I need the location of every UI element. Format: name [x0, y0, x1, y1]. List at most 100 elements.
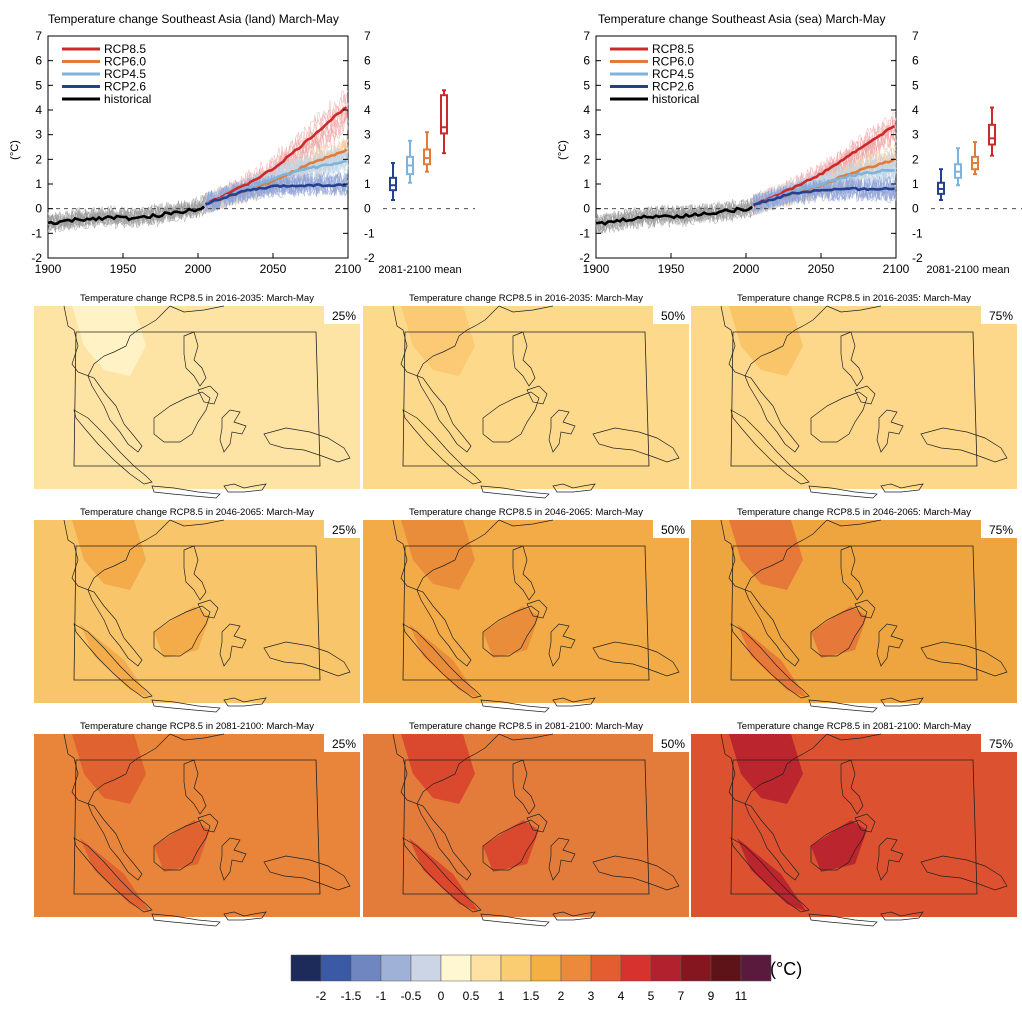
sea-y-tick-label-right: 7: [912, 29, 919, 43]
map-coastline: [197, 385, 219, 405]
colorbar-swatch: [350, 954, 382, 982]
map-region-box: [73, 331, 321, 467]
colorbar-unit: (°C): [770, 959, 802, 979]
chart-sea: Temperature change Southeast Asia (sea) …: [557, 12, 1022, 276]
map-title: Temperature change RCP8.5 in 2046-2065: …: [409, 507, 643, 518]
colorbar-swatch: [290, 954, 322, 982]
map-percentile-label: 50%: [661, 737, 685, 751]
chart-sea-series-layer: [595, 110, 897, 235]
land-y-tick-label-right: 5: [364, 78, 371, 92]
map-coastline: [808, 485, 878, 499]
map-coastline: [498, 519, 554, 527]
map-coastline: [840, 545, 864, 601]
chart-land: Temperature change Southeast Asia (land)…: [9, 12, 475, 276]
map-warming-patch: [737, 838, 807, 912]
sea-y-tick-label: 5: [583, 78, 590, 92]
map-percentile-label: 75%: [989, 737, 1013, 751]
map-warming-patch: [729, 520, 803, 590]
map-coastline: [880, 483, 924, 493]
colorbar-tick-label: -1.5: [341, 989, 362, 1003]
land-y-tick-label-right: 3: [364, 128, 371, 142]
colorbar-swatch: [740, 954, 772, 982]
chart-land-ylabel: (°C): [9, 140, 21, 160]
map-coastline: [183, 545, 207, 601]
colorbar-swatch: [620, 954, 652, 982]
colorbar-tick-label: 9: [708, 989, 715, 1003]
land-y-tick-label-right: 6: [364, 54, 371, 68]
map-percentile-label: 75%: [989, 309, 1013, 323]
map-region-box: [730, 545, 978, 681]
map-percentile-bg: [653, 734, 689, 752]
map-coastline: [153, 605, 211, 657]
map-coastline: [402, 623, 482, 699]
land-x-tick-label: 2050: [260, 262, 287, 276]
map-percentile-bg: [324, 734, 360, 752]
colorbar-swatch: [410, 954, 442, 982]
colorbar: (°C) -2 -1.5 -1 -0.5 0 0.5 1 1.5 2 3 4 5 7 9 11: [290, 954, 802, 1003]
colorbar-tick-label: 0: [438, 989, 445, 1003]
map-coastline: [392, 305, 500, 453]
map-warming-patch: [72, 520, 146, 590]
colorbar-tick-label: 11: [735, 989, 748, 1003]
map-coastline: [880, 911, 924, 921]
map-coastline: [482, 391, 540, 443]
map-coastline: [151, 699, 221, 713]
land-y-tick-label-right: -2: [364, 251, 375, 265]
map-coastline: [876, 623, 904, 667]
colorbar-swatch: [530, 954, 562, 982]
map-coastline: [153, 391, 211, 443]
sea-legend-label: historical: [652, 92, 699, 106]
map-coastline: [810, 605, 868, 657]
map-warming-patch: [409, 838, 479, 912]
map-coastline: [880, 697, 924, 707]
map-coastline: [263, 641, 351, 677]
colorbar-tick-label: -2: [316, 989, 327, 1003]
map-warming-patch: [401, 306, 475, 376]
map-percentile-label: 25%: [332, 737, 356, 751]
map-coastline: [720, 519, 828, 667]
map-panel: Temperature change RCP8.5 in 2081-2100: …: [363, 721, 689, 927]
map-coastline: [480, 699, 550, 713]
map-warming-patch: [737, 624, 807, 698]
sea-series-rcp26-mean: [753, 186, 895, 207]
map-coastline: [920, 427, 1008, 463]
land-legend-label: RCP2.6: [104, 80, 146, 94]
map-warming-patch: [729, 734, 803, 804]
map-title: Temperature change RCP8.5 in 2046-2065: …: [80, 507, 314, 518]
map-coastline: [219, 409, 247, 453]
map-coastline: [548, 837, 576, 881]
sea-legend-label: RCP2.6: [652, 80, 694, 94]
map-coastline: [392, 733, 500, 881]
map-title: Temperature change RCP8.5 in 2081-2100: …: [80, 721, 314, 732]
map-warming-patch: [154, 606, 210, 658]
chart-sea-axes: 1900 1950 2000 2050 2100-2 -2-1 -10 01 12 23 34 45 5…: [579, 29, 923, 276]
map-warming-patch: [154, 820, 210, 872]
chart-land-title: Temperature change Southeast Asia (land)…: [48, 12, 339, 26]
map-coastline: [480, 913, 550, 927]
map-coastline: [512, 331, 536, 387]
map-coastline: [548, 409, 576, 453]
land-legend-label: RCP4.5: [104, 67, 146, 81]
land-y-tick-label: 0: [35, 202, 42, 216]
sea-y-tick-label: 2: [583, 152, 590, 166]
map-coastline: [63, 733, 171, 881]
map-title: Temperature change RCP8.5 in 2046-2065: …: [737, 507, 971, 518]
sea-y-tick-label-right: -1: [912, 226, 923, 240]
land-y-tick-label: 5: [35, 78, 42, 92]
map-coastline: [498, 305, 554, 313]
map-warming-patch: [401, 520, 475, 590]
map-coastline: [920, 855, 1008, 891]
colorbar-tick-label: 4: [618, 989, 625, 1003]
map-coastline: [223, 697, 267, 707]
land-y-tick-label: 4: [35, 103, 42, 117]
land-member-line: [205, 170, 349, 213]
land-series-rcp85-mean: [204, 106, 348, 206]
map-panel: Temperature change RCP8.5 in 2016-2035: …: [363, 293, 689, 499]
chart-sea-boxplots: [931, 106, 1022, 210]
sea-y-tick-label-right: 3: [912, 128, 919, 142]
land-y-tick-label-right: 0: [364, 202, 371, 216]
sea-legend-label: RCP4.5: [652, 67, 694, 81]
sea-y-tick-label-right: 5: [912, 78, 919, 92]
